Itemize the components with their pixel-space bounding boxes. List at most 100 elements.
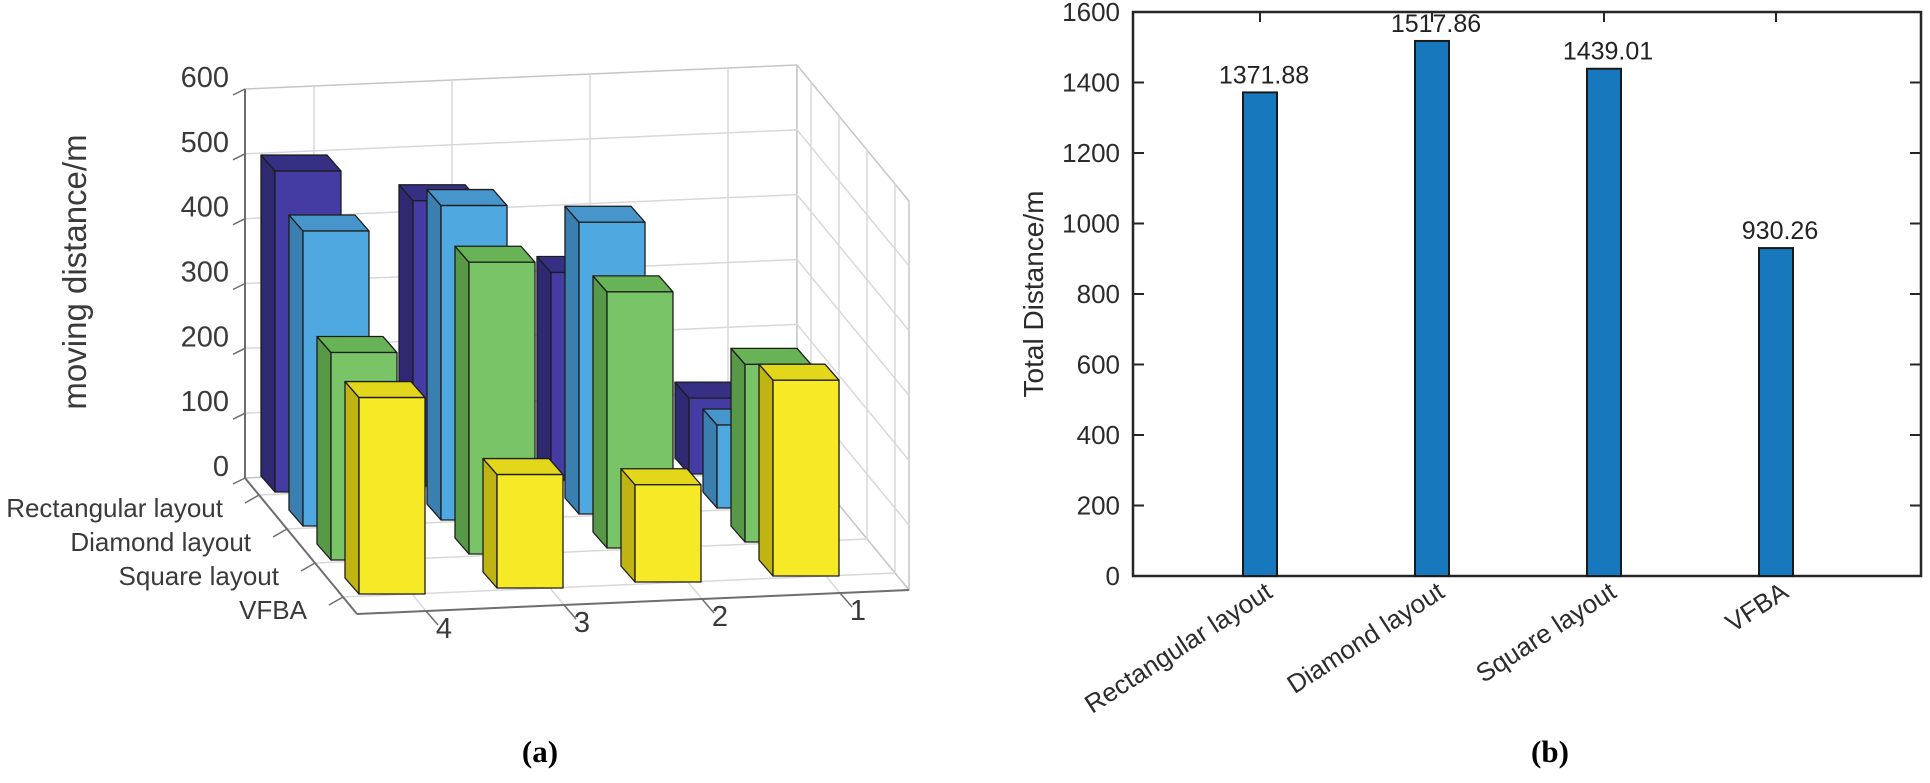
series-category-label: VFBA	[239, 595, 308, 625]
chart-b-bars: 1371.88 Rectangular layout 1517.86 Diamond …	[1079, 10, 1818, 719]
series-category-label: Square layout	[119, 561, 280, 591]
y-tick	[232, 153, 246, 161]
y-tick-label: 0	[213, 451, 229, 483]
bar-side-face	[592, 275, 608, 549]
y-tick	[232, 412, 246, 420]
value-gridline	[244, 129, 910, 267]
bar-side-face	[288, 214, 304, 527]
bar-side-face	[344, 380, 360, 595]
y-tick-label: 800	[1077, 279, 1120, 309]
y-tick-label: 400	[1077, 420, 1120, 450]
y-tick-label: 0	[1106, 561, 1120, 591]
x-category-label: Rectangular layout	[1079, 575, 1278, 719]
bar3d-vfba-x4	[344, 380, 426, 595]
bars-3d	[260, 154, 840, 595]
bar-vfba	[1758, 247, 1794, 577]
y-tick-label: 1600	[1062, 0, 1120, 27]
bar-rectangular-layout	[1242, 91, 1278, 578]
caption-b: (b)	[1531, 734, 1569, 769]
bar-value-label: 1439.01	[1563, 38, 1653, 66]
bar-top-face	[592, 275, 674, 293]
x-category-label: VFBA	[1720, 576, 1794, 639]
chart-a-y-axis-title: moving distance/m	[56, 134, 93, 409]
bar-front-face	[772, 379, 840, 577]
x-category-label: Square layout	[1470, 575, 1622, 688]
bar-top-face	[344, 380, 426, 399]
bar-top-face	[620, 468, 702, 486]
x-tick	[425, 610, 439, 626]
y-tick	[232, 282, 246, 291]
chart-b-2d-bar-plot: 0 200 400 600 800 1000 1200 1400 1600 1371.88 Rect…	[1062, 0, 1923, 719]
depth-axis-line	[244, 477, 358, 615]
bar-side-face	[730, 347, 746, 543]
y-tick-label: 1400	[1062, 68, 1120, 98]
bar-front-face	[634, 484, 702, 583]
bar-front-face	[496, 473, 564, 589]
caption-a: (a)	[522, 734, 558, 769]
x-axis-line	[356, 589, 910, 615]
depth-tick	[244, 494, 260, 504]
bar-diamond-layout	[1414, 39, 1450, 578]
depth-tick	[272, 528, 288, 538]
bar-top-face	[482, 457, 564, 476]
bar-side-face	[702, 408, 718, 509]
bar-side-face	[564, 205, 580, 515]
y-tick-label: 100	[181, 386, 229, 418]
x-tick-label: 3	[574, 607, 590, 639]
bar-value-label: 1517.86	[1391, 10, 1481, 38]
axes: 0 100 200 300 400 500 600 Rectangular layout Dia…	[6, 62, 910, 645]
bar-value-label: 930.26	[1742, 217, 1818, 245]
bar-side-face	[620, 468, 636, 583]
chart-b-y-axis-title: Total Distance/m	[1018, 191, 1049, 398]
bar-side-face	[454, 245, 470, 555]
bar-top-face	[454, 245, 536, 263]
chart-a-3d-bar-plot: 0 100 200 300 400 500 600 Rectangular layout Dia…	[6, 62, 910, 645]
bar-top-face	[426, 188, 508, 207]
x-tick	[839, 592, 853, 608]
x-tick	[563, 604, 577, 620]
y-tick-label: 500	[181, 127, 229, 159]
depth-tick	[300, 562, 316, 572]
y-tick-label: 300	[181, 257, 229, 289]
x-tick	[701, 598, 715, 614]
bar-top-face	[730, 347, 812, 366]
bar-side-face	[536, 255, 552, 481]
bar-side-face	[758, 363, 774, 577]
bar3d-vfba-x3	[482, 457, 564, 589]
x-tick-label: 2	[712, 601, 728, 633]
series-category-label: Rectangular layout	[6, 493, 224, 523]
y-tick-label: 600	[181, 62, 229, 94]
series-category-label: Diamond layout	[70, 527, 251, 557]
bar-top-face	[316, 335, 398, 354]
y-tick-label: 1200	[1062, 138, 1120, 168]
bar-side-face	[482, 457, 498, 589]
chart-b-y-ticks: 0 200 400 600 800 1000 1200 1400 1600	[1062, 0, 1921, 591]
bar-side-face	[316, 335, 332, 561]
y-tick	[232, 217, 246, 226]
bar3d-vfba-x2	[620, 468, 702, 583]
bar-square-layout	[1586, 67, 1622, 578]
bar-top-face	[758, 363, 840, 381]
y-tick	[232, 477, 246, 485]
x-category-label: Diamond layout	[1281, 575, 1449, 699]
bar-top-face	[288, 214, 370, 232]
depth-tick	[328, 596, 344, 606]
bar3d-vfba-x1	[758, 363, 840, 577]
y-tick	[232, 347, 246, 356]
y-tick-label: 400	[181, 192, 229, 224]
y-tick-label: 200	[181, 321, 229, 353]
y-tick-label: 200	[1077, 491, 1120, 521]
y-tick-label: 600	[1077, 350, 1120, 380]
bar-top-face	[260, 154, 342, 172]
y-tick	[232, 88, 246, 96]
bar-value-label: 1371.88	[1219, 61, 1309, 89]
bar-front-face	[358, 396, 426, 595]
floor-row-gridline	[342, 572, 896, 598]
bar-side-face	[426, 188, 442, 521]
y-tick-label: 1000	[1062, 209, 1120, 239]
bar-top-face	[564, 205, 646, 223]
bar-side-face	[260, 154, 276, 493]
x-tick-label: 4	[436, 613, 452, 645]
